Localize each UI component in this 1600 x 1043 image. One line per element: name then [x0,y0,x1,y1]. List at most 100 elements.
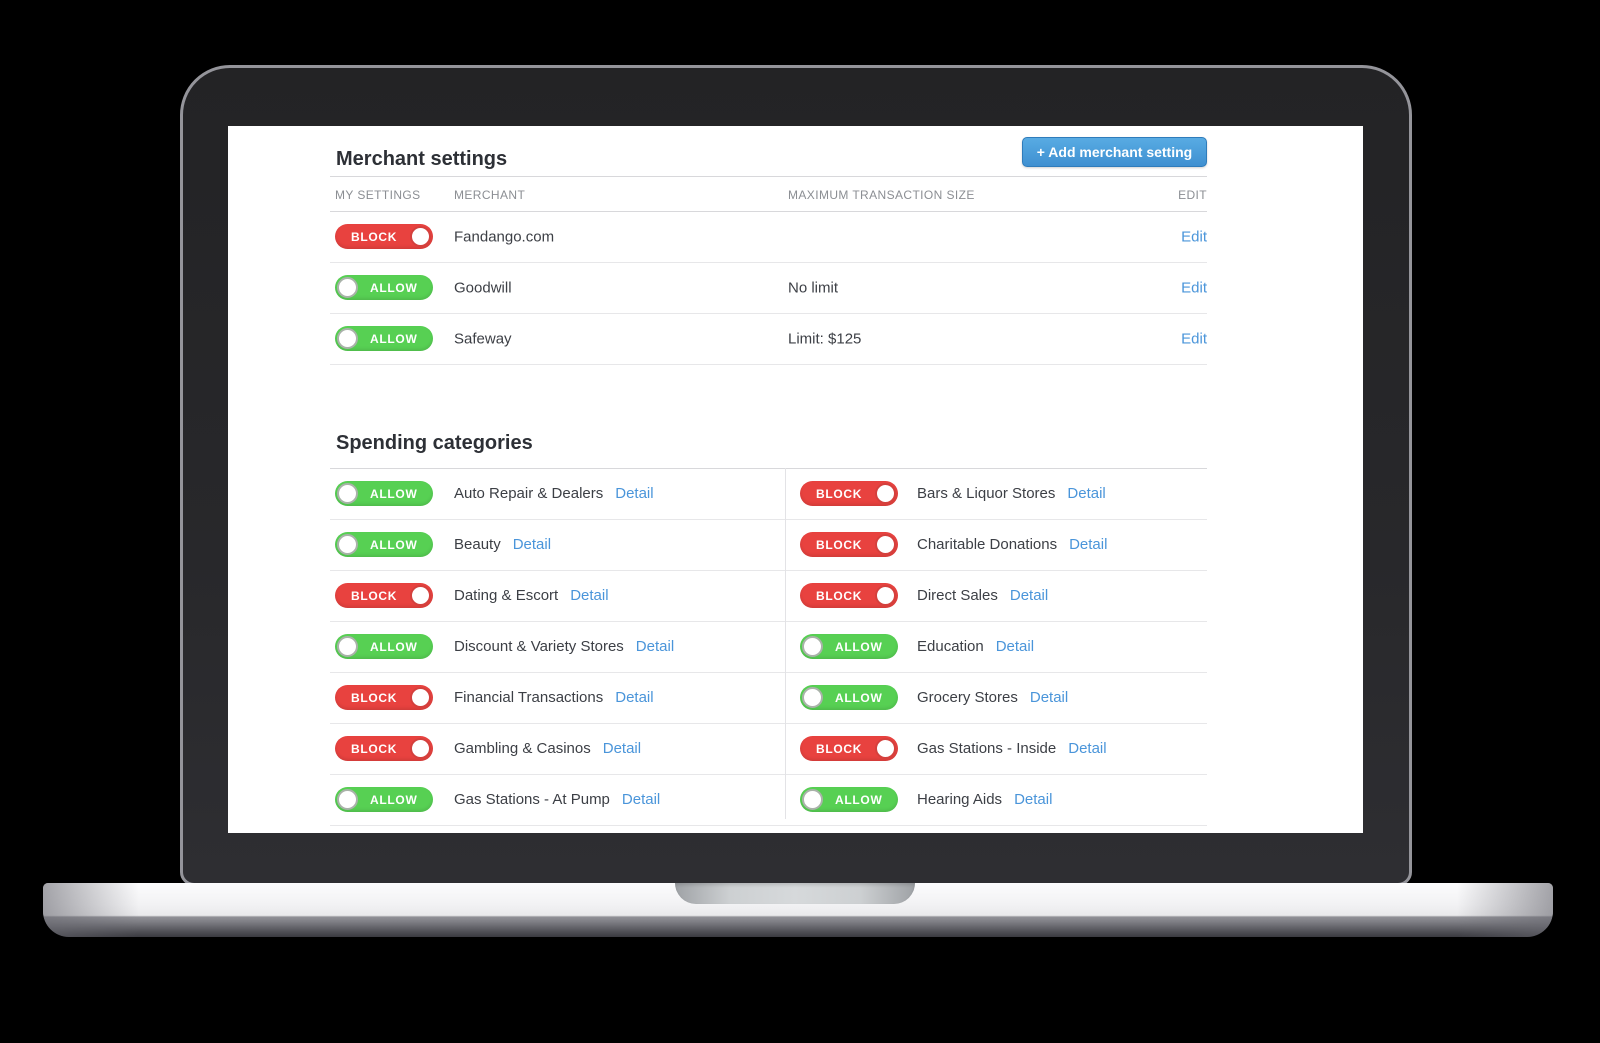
category-label: Hearing Aids [917,791,1003,808]
category-cell: ALLOW Grocery Stores Detail [785,673,1207,723]
merchant-row: ALLOW Safeway Limit: $125 Edit [330,314,1207,365]
detail-link[interactable]: Detail [1067,485,1106,502]
title-divider [330,176,1207,177]
detail-link[interactable]: Detail [615,485,654,502]
category-row: ALLOW Auto Repair & Dealers Detail BLOCK Bar… [330,469,1207,520]
detail-link[interactable]: Detail [1068,740,1107,757]
toggle-state-label: BLOCK [351,690,398,705]
laptop-base [43,883,1553,937]
toggle-knob [337,636,358,657]
detail-link[interactable]: Detail [1014,791,1053,808]
category-cell: BLOCK Dating & Escort Detail [330,571,785,621]
merchant-row: ALLOW Goodwill No limit Edit [330,263,1207,314]
category-text: Gas Stations - At Pump Detail [454,791,660,809]
laptop-screen: Merchant settings + Add merchant setting… [228,126,1363,833]
merchant-name: Fandango.com [454,228,555,246]
category-text: Bars & Liquor Stores Detail [917,485,1106,503]
category-label: Discount & Variety Stores [454,638,624,655]
category-label: Financial Transactions [454,689,604,706]
allow-toggle[interactable]: ALLOW [800,685,898,710]
edit-link[interactable]: Edit [1181,279,1207,297]
block-toggle[interactable]: BLOCK [800,532,898,557]
merchant-table: BLOCK Fandango.com Edit ALLOW Goodwill No lim… [330,212,1207,365]
category-cell: BLOCK Direct Sales Detail [785,571,1207,621]
detail-link[interactable]: Detail [512,536,552,553]
allow-toggle[interactable]: ALLOW [335,787,433,812]
toggle-state-label: ALLOW [835,690,883,705]
column-header-max-transaction: MAXIMUM TRANSACTION SIZE [788,188,975,202]
category-text: Charitable Donations Detail [917,536,1107,554]
detail-link[interactable]: Detail [635,638,675,655]
category-label: Dating & Escort [454,587,559,604]
toggle-knob [410,585,431,606]
category-label: Charitable Donations [917,536,1058,553]
toggle-knob [802,687,823,708]
category-label: Grocery Stores [917,689,1018,706]
toggle-knob [410,738,431,759]
category-label: Auto Repair & Dealers [454,485,604,502]
detail-link[interactable]: Detail [615,689,654,706]
category-label: Gas Stations - Inside [917,740,1057,757]
detail-link[interactable]: Detail [995,638,1035,655]
toggle-state-label: BLOCK [351,588,398,603]
allow-toggle[interactable]: ALLOW [335,532,433,557]
column-header-merchant: MERCHANT [454,188,526,202]
merchant-name: Safeway [454,330,512,348]
category-label: Bars & Liquor Stores [917,485,1056,502]
detail-link[interactable]: Detail [1029,689,1069,706]
toggle-knob [337,328,358,349]
category-cell: ALLOW Gas Stations - At Pump Detail [330,775,785,825]
category-text: Direct Sales Detail [917,587,1048,605]
category-row: ALLOW Discount & Variety Stores Detail ALLO… [330,622,1207,673]
block-toggle[interactable]: BLOCK [800,481,898,506]
allow-toggle[interactable]: ALLOW [335,634,433,659]
allow-toggle[interactable]: ALLOW [335,275,433,300]
detail-link[interactable]: Detail [602,740,642,757]
block-toggle[interactable]: BLOCK [800,583,898,608]
toggle-knob [410,226,431,247]
block-toggle[interactable]: BLOCK [335,224,433,249]
toggle-knob [337,277,358,298]
merchant-name: Goodwill [454,279,512,297]
toggle-state-label: ALLOW [370,331,418,346]
category-row: BLOCK Gambling & Casinos Detail BLOCK Gas St… [330,724,1207,775]
toggle-state-label: BLOCK [816,588,863,603]
category-label: Education [917,638,984,655]
category-row: BLOCK Dating & Escort Detail BLOCK Direct Sa… [330,571,1207,622]
edit-link[interactable]: Edit [1181,330,1207,348]
category-label: Gas Stations - At Pump [454,791,610,808]
spending-categories-title: Spending categories [336,432,533,454]
detail-link[interactable]: Detail [621,791,661,808]
allow-toggle[interactable]: ALLOW [335,481,433,506]
toggle-knob [875,534,896,555]
block-toggle[interactable]: BLOCK [335,685,433,710]
add-merchant-setting-button[interactable]: + Add merchant setting [1022,137,1207,167]
category-cell: ALLOW Auto Repair & Dealers Detail [330,469,785,519]
detail-link[interactable]: Detail [1009,587,1049,604]
allow-toggle[interactable]: ALLOW [335,326,433,351]
block-toggle[interactable]: BLOCK [800,736,898,761]
category-text: Education Detail [917,638,1034,656]
detail-link[interactable]: Detail [570,587,609,604]
detail-link[interactable]: Detail [1069,536,1108,553]
header-divider [330,211,1207,212]
allow-toggle[interactable]: ALLOW [800,787,898,812]
toggle-knob [875,585,896,606]
max-transaction-value: No limit [788,279,839,297]
category-label: Beauty [454,536,501,553]
toggle-knob [802,636,823,657]
edit-link[interactable]: Edit [1181,228,1207,246]
toggle-state-label: ALLOW [370,280,418,295]
allow-toggle[interactable]: ALLOW [800,634,898,659]
merchant-row: BLOCK Fandango.com Edit [330,212,1207,263]
block-toggle[interactable]: BLOCK [335,736,433,761]
toggle-knob [875,483,896,504]
category-text: Gambling & Casinos Detail [454,740,641,758]
toggle-state-label: ALLOW [370,639,418,654]
category-cell: ALLOW Beauty Detail [330,520,785,570]
toggle-state-label: ALLOW [370,537,418,552]
toggle-state-label: ALLOW [370,792,418,807]
block-toggle[interactable]: BLOCK [335,583,433,608]
category-label: Direct Sales [917,587,998,604]
settings-page: Merchant settings + Add merchant setting… [330,126,1207,833]
